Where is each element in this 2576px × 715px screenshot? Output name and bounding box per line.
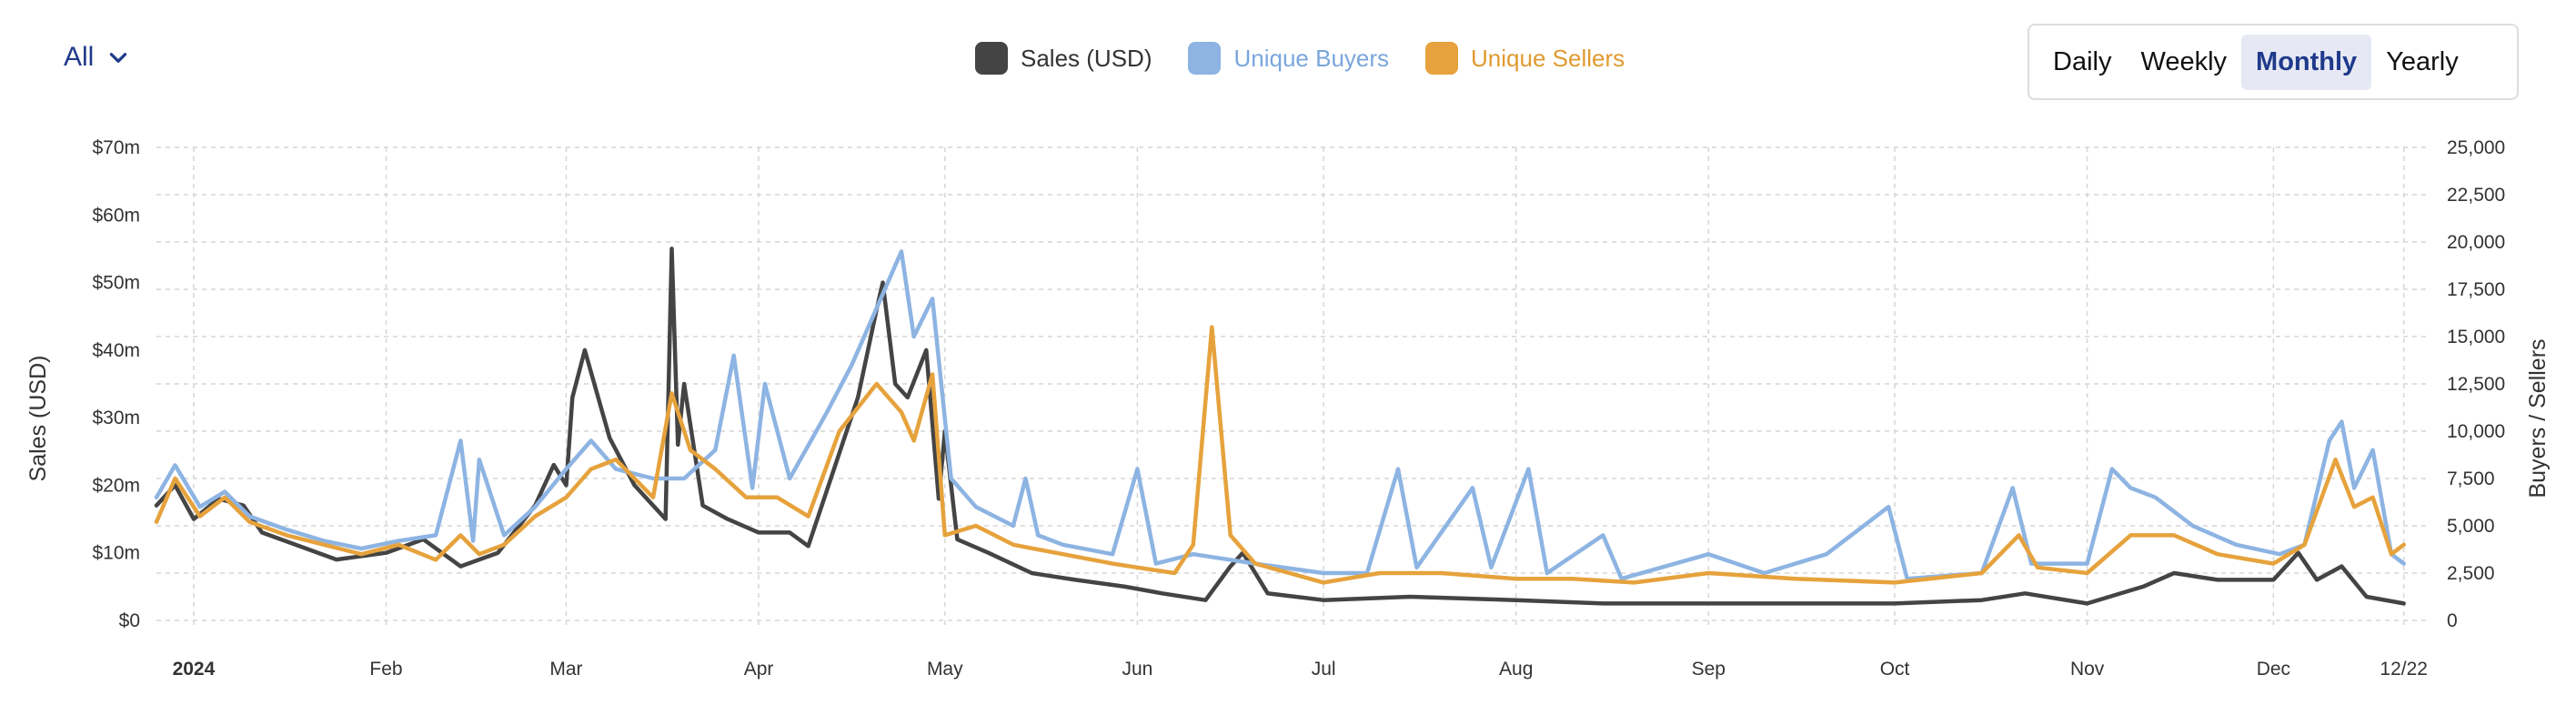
y-tick-left: $50m xyxy=(92,273,140,294)
y-tick-left: $20m xyxy=(92,475,140,496)
chart-grid xyxy=(156,146,2429,629)
legend-label-buyers: Unique Buyers xyxy=(1233,44,1390,72)
y-tick-right: 22,500 xyxy=(2447,185,2505,206)
y-tick-left: $10m xyxy=(92,543,140,564)
period-yearly[interactable]: Yearly xyxy=(2386,46,2459,76)
x-tick: 2024 xyxy=(173,659,216,680)
legend-swatch-sales xyxy=(975,42,1008,75)
y-tick-left: $70m xyxy=(92,137,140,158)
period-daily[interactable]: Daily xyxy=(2053,46,2112,76)
x-tick: Jul xyxy=(1312,659,1336,680)
asset-filter-label: All xyxy=(64,42,95,72)
chart-legend: Sales (USD) Unique Buyers Unique Sellers xyxy=(975,42,1625,75)
legend-label-sales: Sales (USD) xyxy=(1021,44,1152,72)
y-tick-right: 10,000 xyxy=(2447,421,2505,442)
legend-swatch-buyers xyxy=(1188,42,1222,75)
y-tick-left: $30m xyxy=(92,408,140,428)
x-tick: Aug xyxy=(1499,659,1533,680)
series-line-0 xyxy=(154,247,2406,606)
x-tick: Mar xyxy=(549,659,582,680)
period-monthly[interactable]: Monthly xyxy=(2241,34,2372,90)
legend-item-sellers[interactable]: Unique Sellers xyxy=(1425,42,1625,75)
y-tick-right: 15,000 xyxy=(2447,327,2505,347)
y-tick-right: 17,500 xyxy=(2447,279,2505,300)
y-tick-right: 12,500 xyxy=(2447,374,2505,395)
period-selector: Daily Weekly Monthly Yearly xyxy=(2028,24,2519,100)
chart-series xyxy=(154,247,2406,606)
x-tick: 12/22 xyxy=(2380,659,2428,680)
x-axis: 2024 Feb Mar Apr May Jun Jul Aug Sep Oct Nov Dec 12/… xyxy=(173,659,2428,680)
y-axis-left-title: Sales (USD) xyxy=(25,356,51,482)
y-tick-left: $40m xyxy=(92,340,140,361)
x-tick: Apr xyxy=(744,659,774,680)
x-tick: Sep xyxy=(1692,659,1726,680)
y-axis-left: $0 $10m $20m $30m $40m $50m $60m $70m xyxy=(92,137,140,631)
y-tick-right: 0 xyxy=(2447,610,2458,631)
y-tick-right: 5,000 xyxy=(2447,516,2495,537)
legend-item-buyers[interactable]: Unique Buyers xyxy=(1188,42,1389,75)
x-tick: Jun xyxy=(1122,659,1152,680)
series-line-2 xyxy=(154,325,2406,585)
y-axis-right: 0 2,500 5,000 7,500 10,000 12,500 15,000 17,500… xyxy=(2447,137,2505,631)
x-tick: Oct xyxy=(1880,659,1910,680)
y-tick-left: $60m xyxy=(92,205,140,226)
chevron-down-icon xyxy=(110,53,127,63)
legend-label-sellers: Unique Sellers xyxy=(1471,44,1625,72)
legend-item-sales[interactable]: Sales (USD) xyxy=(975,42,1152,75)
y-tick-right: 2,500 xyxy=(2447,563,2495,584)
x-tick: May xyxy=(927,659,963,680)
x-tick: Feb xyxy=(369,659,402,680)
x-tick: Nov xyxy=(2070,659,2105,680)
asset-filter-dropdown[interactable]: All xyxy=(64,42,130,73)
y-tick-right: 7,500 xyxy=(2447,468,2495,489)
series-line-1 xyxy=(154,249,2406,581)
y-axis-right-title: Buyers / Sellers xyxy=(2525,338,2551,498)
y-tick-right: 20,000 xyxy=(2447,232,2505,253)
y-tick-left: $0 xyxy=(119,610,140,631)
legend-swatch-sellers xyxy=(1425,42,1459,75)
y-tick-right: 25,000 xyxy=(2447,137,2505,158)
period-weekly[interactable]: Weekly xyxy=(2140,46,2228,76)
x-tick: Dec xyxy=(2257,659,2290,680)
